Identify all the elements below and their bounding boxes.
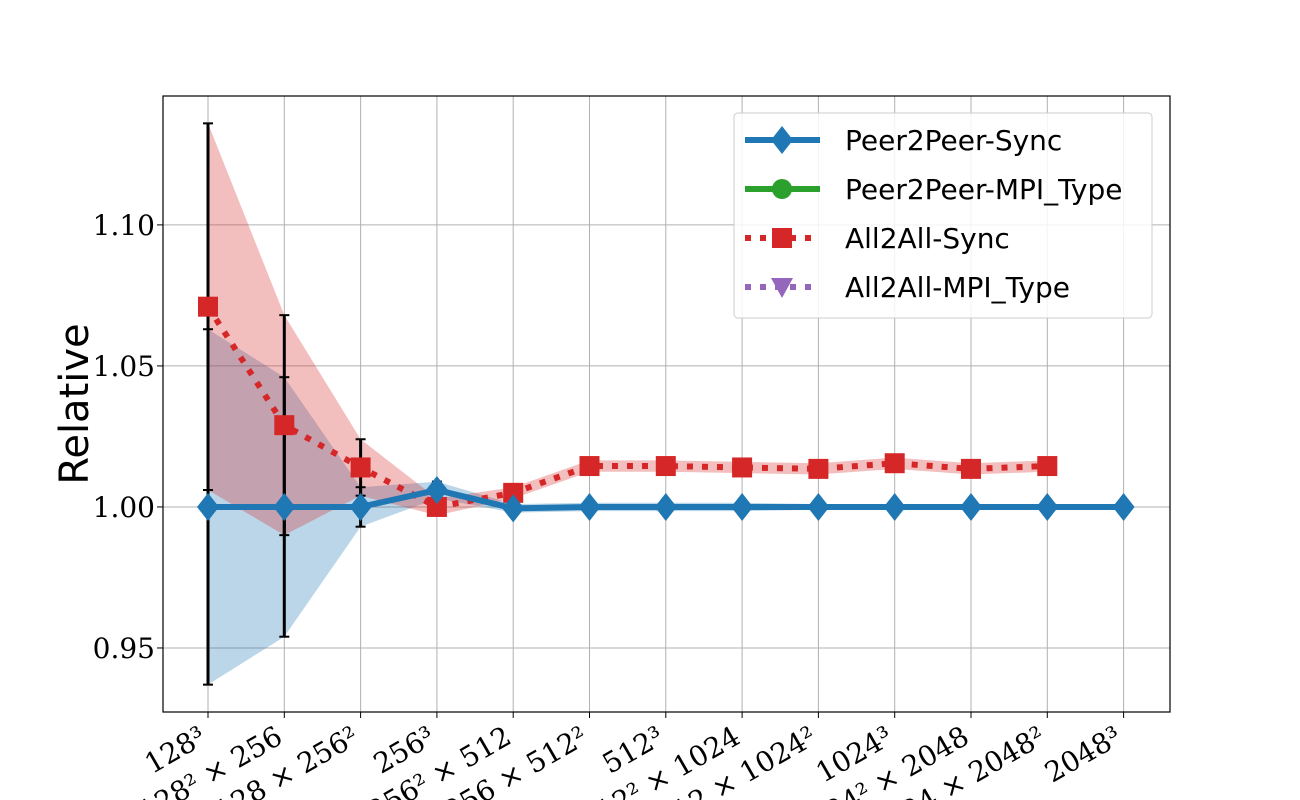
- data-point: [1037, 456, 1058, 477]
- data-point: [807, 492, 830, 521]
- data-point: [578, 492, 601, 521]
- data-point: [731, 492, 754, 521]
- legend: Peer2Peer-Sync Peer2Peer-MPI_Type All2All-…: [733, 112, 1153, 319]
- legend-label: Peer2Peer-MPI_Type: [845, 173, 1122, 206]
- data-point: [1112, 492, 1135, 521]
- y-tick-label: 1.10: [93, 209, 155, 242]
- data-point: [961, 458, 981, 479]
- data-point: [808, 458, 829, 479]
- data-point: [579, 456, 600, 477]
- data-point: [425, 476, 448, 505]
- y-tick-label: 1.00: [93, 491, 155, 524]
- legend-marker: [771, 278, 793, 298]
- data-point: [883, 492, 906, 521]
- series-line: [205, 305, 1048, 511]
- data-point: [884, 453, 905, 474]
- data-point: [349, 492, 372, 521]
- y-tick-label: 1.05: [93, 350, 155, 383]
- data-point: [503, 482, 524, 503]
- legend-marker: [772, 228, 792, 248]
- legend-marker: [772, 179, 792, 199]
- plot-frame: [162, 95, 1171, 713]
- data-point: [732, 457, 753, 478]
- legend-label: All2All-MPI_Type: [845, 271, 1070, 304]
- data-point: [198, 296, 218, 317]
- data-point: [197, 492, 219, 521]
- data-point: [654, 492, 677, 521]
- data-point: [655, 456, 676, 477]
- error-band: [208, 123, 1048, 536]
- data-point: [350, 457, 371, 478]
- legend-label: All2All-Sync: [845, 222, 1010, 255]
- data-point: [426, 496, 447, 517]
- data-point: [960, 492, 982, 521]
- y-axis-label: Relative: [52, 323, 98, 484]
- legend-label: Peer2Peer-Sync: [845, 124, 1062, 157]
- x-tick-label: 2048³: [1039, 719, 1127, 789]
- legend-box: [733, 112, 1153, 319]
- data-point: [273, 492, 296, 521]
- data-point: [274, 415, 295, 436]
- data-point: [1036, 492, 1059, 521]
- data-point: [502, 494, 525, 523]
- legend-marker: [771, 126, 793, 154]
- y-tick-label: 0.95: [93, 632, 155, 665]
